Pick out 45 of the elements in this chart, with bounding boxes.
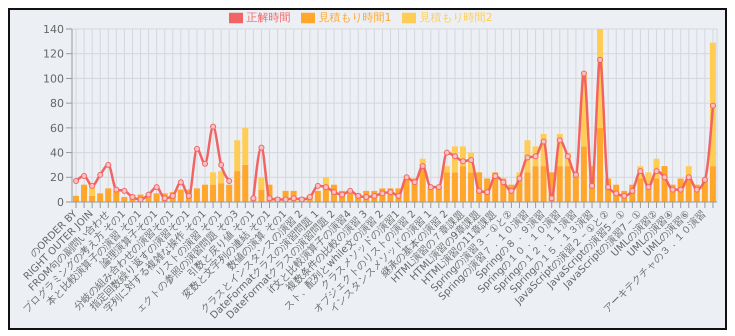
bar [154,193,160,202]
y-tick-label: 0 [57,196,64,209]
bar [444,166,450,172]
bar [468,172,474,202]
bar [242,128,248,165]
y-tick-label: 60 [50,122,64,135]
bar [710,166,716,202]
bar [540,166,547,202]
y-tick-label: 120 [43,48,64,61]
bar [637,178,644,202]
bar [210,184,216,202]
bar [121,197,128,202]
y-tick-label: 140 [43,22,64,36]
bar [532,166,539,202]
bar [97,193,104,202]
bar [452,172,458,202]
bar [194,188,200,202]
bar [258,177,264,190]
bar [524,172,530,202]
bar [218,171,224,184]
bar [242,164,248,202]
bar [564,166,571,202]
bar [210,172,216,185]
bar [460,166,466,202]
legend-label: 見積もり時間1 [318,11,392,24]
y-tick-label: 20 [50,171,64,184]
bar [202,184,208,202]
bar [178,190,184,202]
bar [234,171,240,202]
bar [314,190,321,202]
bar [444,172,450,202]
bar [258,190,264,202]
bar [580,146,587,202]
y-tick-label: 100 [43,72,64,86]
bar [105,188,112,202]
bar [653,178,660,202]
bar [556,166,563,202]
y-tick-label: 40 [50,146,64,160]
y-tick-label: 80 [50,97,64,110]
bar [597,128,604,202]
legend-label: 正解時間 [246,11,290,24]
bar [234,140,240,172]
bar [81,184,88,202]
bar [218,183,224,202]
legend-label: 見積もり時間2 [420,11,492,24]
